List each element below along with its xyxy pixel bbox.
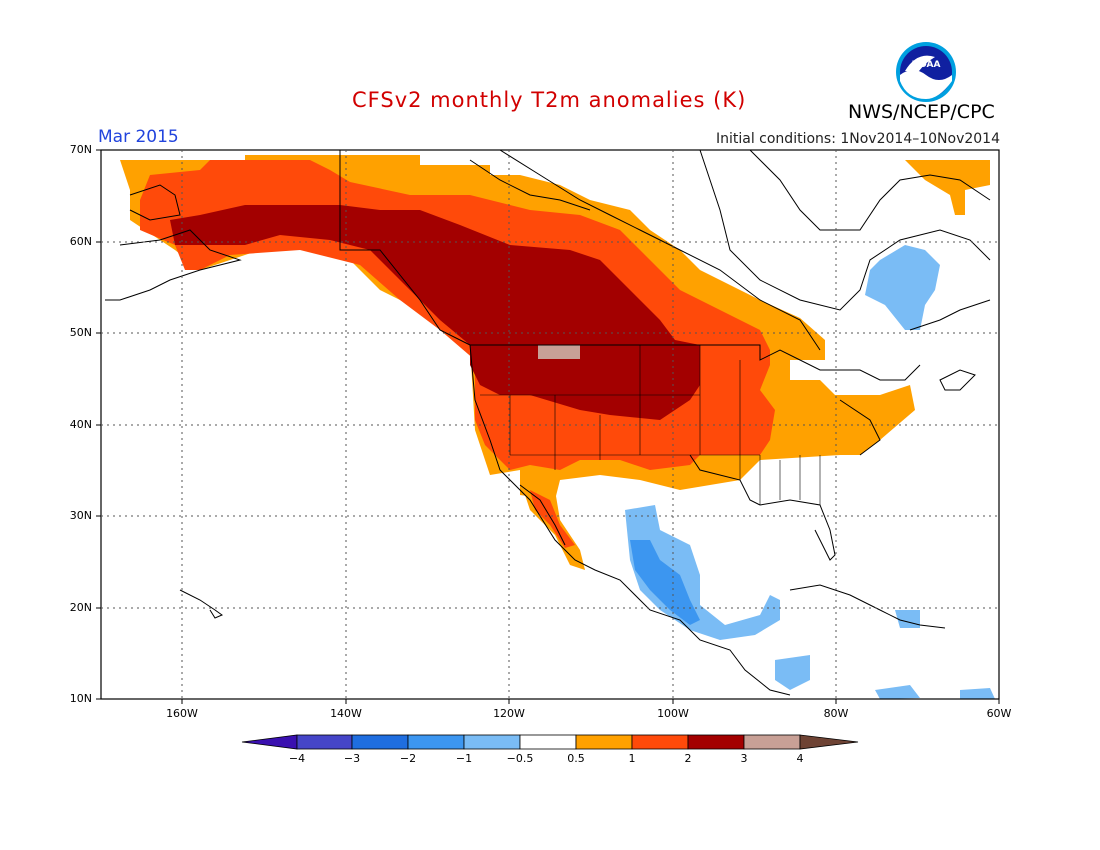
- colorbar-swatch-m2: [407, 734, 465, 750]
- anomaly-region-light-blue-caribbean: [775, 610, 995, 699]
- coastlines: [105, 150, 991, 696]
- colorbar-swatch-gt-4: [799, 734, 859, 750]
- colorbar-label: 3: [740, 752, 748, 765]
- lat-label-30n: 30N: [69, 509, 92, 522]
- anomaly-region-brown: [538, 345, 580, 359]
- colorbar: [241, 734, 859, 750]
- lon-label-120w: 120W: [493, 707, 525, 720]
- noaa-logo-icon: NOAA: [896, 42, 956, 102]
- lat-label-70n: 70N: [69, 143, 92, 156]
- colorbar-label: −3: [343, 752, 361, 765]
- anomaly-region-orange-greenland: [905, 160, 990, 215]
- colorbar-swatch-m1: [463, 734, 521, 750]
- colorbar-label: −2: [399, 752, 417, 765]
- colorbar-swatch-lt-4: [241, 734, 298, 750]
- anomaly-region-red-baja: [530, 490, 575, 548]
- anomaly-region-orange-east: [770, 375, 915, 455]
- lon-label-100w: 100W: [657, 707, 689, 720]
- colorbar-label: −4: [288, 752, 306, 765]
- initial-conditions: Initial conditions: 1Nov2014–10Nov2014: [715, 131, 1000, 147]
- lon-label-140w: 140W: [330, 707, 362, 720]
- colorbar-swatch-p2: [687, 734, 745, 750]
- organization-label: NWS/NCEP/CPC: [848, 101, 995, 123]
- colorbar-swatch-p1: [631, 734, 689, 750]
- colorbar-swatch-p3: [743, 734, 801, 750]
- anomaly-region-dark-red: [170, 205, 700, 420]
- lat-label-20n: 20N: [69, 601, 92, 614]
- colorbar-label: −0.5: [506, 752, 534, 765]
- graticule: [101, 150, 999, 699]
- lon-label-60w: 60W: [986, 707, 1012, 720]
- lat-label-60n: 60N: [69, 235, 92, 248]
- lon-label-160w: 160W: [166, 707, 198, 720]
- lat-label-10n: 10N: [69, 692, 92, 705]
- colorbar-swatch-zero: [519, 734, 577, 750]
- colorbar-label: −1: [455, 752, 473, 765]
- forecast-month: Mar 2015: [98, 127, 179, 147]
- colorbar-label: 0.5: [567, 752, 585, 765]
- anomaly-region-blue-mexico: [630, 540, 700, 625]
- anomaly-region-light-blue-quebec: [865, 245, 940, 330]
- anomaly-region-light-blue-mexico: [625, 505, 780, 640]
- anomaly-fields: [120, 155, 995, 699]
- axis-ticks: [96, 149, 1000, 704]
- lat-label-40n: 40N: [69, 418, 92, 431]
- colorbar-swatch-m4: [296, 734, 353, 750]
- lon-label-80w: 80W: [823, 707, 849, 720]
- logo-text: NOAA: [912, 60, 941, 70]
- lat-label-50n: 50N: [69, 326, 92, 339]
- colorbar-label: 2: [684, 752, 692, 765]
- colorbar-label: 4: [796, 752, 804, 765]
- map-title: CFSv2 monthly T2m anomalies (K): [352, 88, 747, 112]
- colorbar-label: 1: [628, 752, 636, 765]
- colorbar-swatch-p05: [575, 734, 633, 750]
- colorbar-swatch-m3: [351, 734, 409, 750]
